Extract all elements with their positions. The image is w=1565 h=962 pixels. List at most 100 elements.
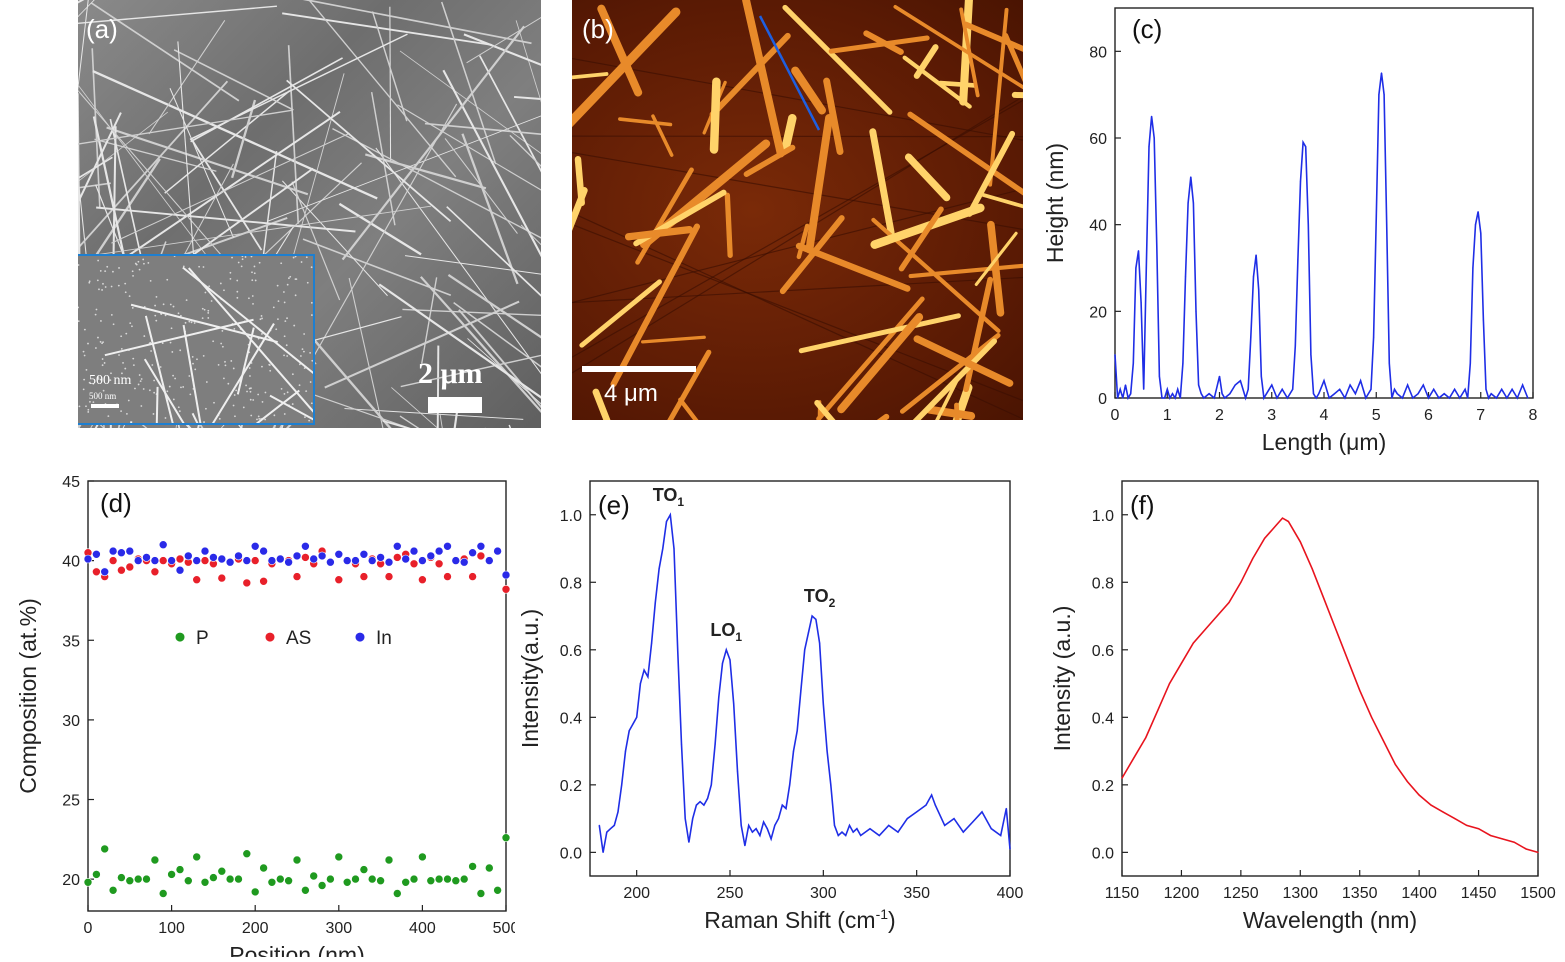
surface-particle <box>224 361 226 363</box>
series-line <box>1115 73 1528 398</box>
data-point <box>853 832 854 833</box>
surface-particle <box>86 369 88 371</box>
data-point <box>981 811 982 812</box>
surface-particle <box>111 314 113 316</box>
data-point <box>1175 397 1176 398</box>
scatter-point <box>109 886 117 894</box>
scatter-point <box>243 850 251 858</box>
y-tick-label: 0.6 <box>560 643 582 660</box>
x-tick-label: 3 <box>1267 407 1276 424</box>
data-point <box>1133 757 1134 758</box>
surface-particle <box>218 364 220 366</box>
surface-particle <box>154 305 156 307</box>
data-point <box>666 521 667 522</box>
afm-nanowire <box>614 227 697 385</box>
x-tick-label: 8 <box>1529 407 1538 424</box>
scatter-point <box>126 563 134 571</box>
surface-particle <box>252 295 254 297</box>
data-point <box>1506 397 1507 398</box>
surface-particle <box>255 280 257 282</box>
scan-line <box>572 136 1023 137</box>
y-tick-label: 1.0 <box>1092 508 1114 525</box>
data-point <box>1305 146 1306 147</box>
scatter-point <box>335 853 343 861</box>
y-tick-label: 1.0 <box>560 508 582 525</box>
afm-nanowire <box>799 246 907 289</box>
surface-particle <box>207 317 209 319</box>
surface-particle <box>242 258 244 260</box>
surface-particle <box>126 413 128 415</box>
surface-particle <box>111 286 113 288</box>
scatter-point <box>109 547 117 555</box>
data-point <box>869 828 870 829</box>
surface-particle <box>258 418 260 420</box>
surface-particle <box>207 310 209 312</box>
data-point <box>1182 363 1183 364</box>
data-point <box>1433 389 1434 390</box>
scatter-point <box>343 557 351 565</box>
surface-particle <box>288 277 290 279</box>
afm-nanowire <box>809 118 829 249</box>
surface-particle <box>231 257 233 259</box>
peak-annotation: TO2 <box>804 586 836 610</box>
scatter-point <box>494 547 502 555</box>
surface-particle <box>125 333 127 335</box>
data-point <box>1130 393 1131 394</box>
afm-nanowire <box>909 157 947 197</box>
data-point <box>1383 740 1384 741</box>
surface-particle <box>120 335 122 337</box>
surface-particle <box>151 364 153 366</box>
data-point <box>1324 599 1325 600</box>
scatter-point <box>477 890 485 898</box>
afm-nanowire <box>572 74 607 85</box>
nanowire-strand <box>332 129 541 281</box>
surface-particle <box>163 303 165 305</box>
y-tick-label: 0.4 <box>1092 710 1114 727</box>
surface-particle <box>173 399 175 401</box>
scatter-point <box>151 557 159 565</box>
afm-image-panel: (b) 4 μm <box>572 0 1023 420</box>
data-point <box>1334 393 1335 394</box>
inset-scalebar-label: 500 nm <box>89 373 131 389</box>
sem-image-panel: (a) 500 nm 500 nm 2 μm <box>78 0 541 428</box>
data-point <box>1195 311 1196 312</box>
scatter-point <box>293 552 301 560</box>
scatter-point <box>251 888 259 896</box>
data-point <box>1159 376 1160 377</box>
data-point <box>1423 384 1424 385</box>
surface-particle <box>311 402 313 404</box>
afm-nanowire <box>629 230 690 237</box>
data-point <box>1339 389 1340 390</box>
scatter-point <box>285 877 293 885</box>
surface-particle <box>89 401 91 403</box>
scatter-point <box>134 557 142 565</box>
scatter-point <box>435 875 443 883</box>
data-point <box>718 697 719 698</box>
data-point <box>1355 393 1356 394</box>
x-tick-label: 1 <box>1163 407 1172 424</box>
scatter-point <box>293 856 301 864</box>
y-tick-label: 60 <box>1089 131 1107 148</box>
scatter-point <box>410 547 418 555</box>
surface-particle <box>124 283 126 285</box>
scatter-point <box>218 574 226 582</box>
scatter-point <box>209 553 217 561</box>
x-tick-label: 300 <box>810 885 837 902</box>
nanowire-strand <box>289 45 299 224</box>
data-point <box>733 703 734 704</box>
peak-annotation-sub: 1 <box>677 495 684 509</box>
surface-particle <box>261 333 263 335</box>
legend-marker <box>266 633 275 642</box>
surface-particle <box>230 278 232 280</box>
surface-particle <box>104 362 106 364</box>
scatter-point <box>101 845 109 853</box>
data-point <box>1000 835 1001 836</box>
scatter-point <box>260 864 268 872</box>
scatter-point <box>393 542 401 550</box>
surface-particle <box>87 409 89 411</box>
surface-particle <box>84 355 86 357</box>
nanowire-strand <box>405 256 541 301</box>
surface-particle <box>174 378 176 380</box>
scatter-point <box>335 550 343 558</box>
surface-particle <box>284 335 286 337</box>
